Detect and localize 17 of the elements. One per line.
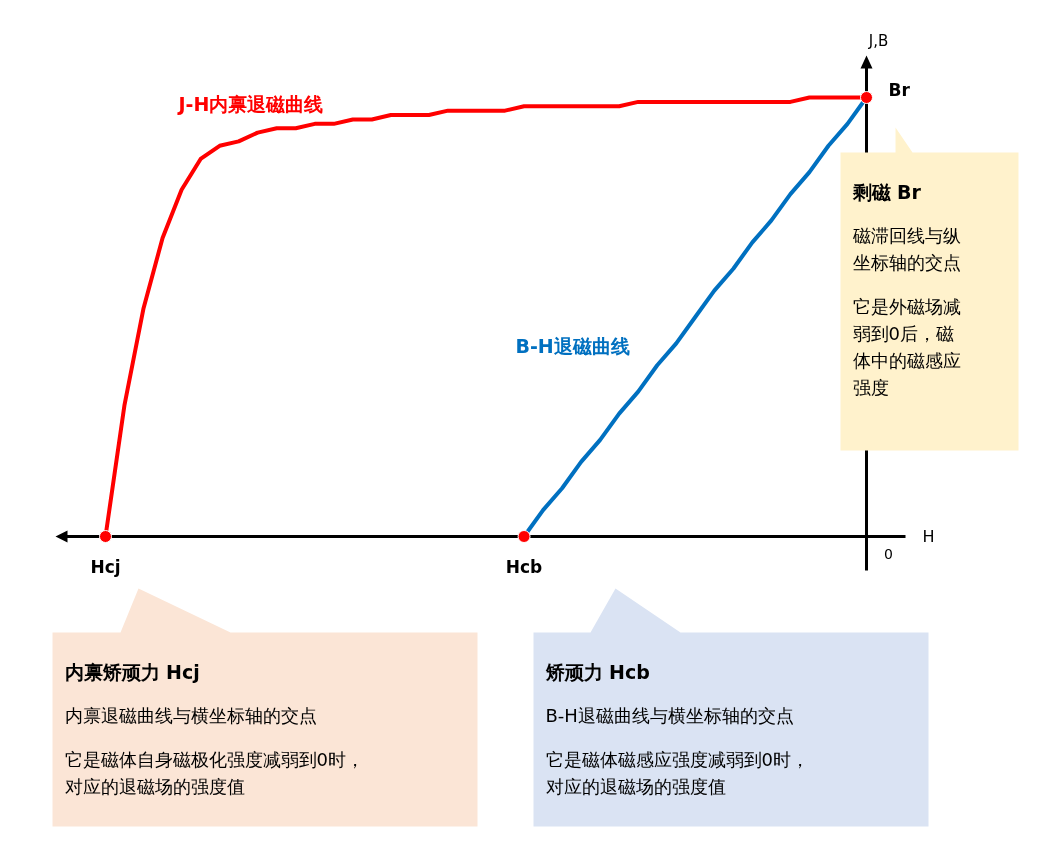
x-axis-title: H bbox=[922, 527, 935, 546]
text: 矫顽力 Hcb bbox=[544, 660, 650, 683]
series-label: B-H退磁曲线 bbox=[515, 334, 630, 357]
x-tick-label: Hcb bbox=[505, 556, 543, 577]
text: 0 bbox=[884, 545, 893, 562]
y-axis-title: J,B bbox=[867, 31, 889, 50]
annotation: 它是外磁场减弱到0后，磁体中的磁感应强度 bbox=[852, 295, 961, 398]
text: 它是磁体磁感应强度减弱到0时，对应的退磁场的强度值 bbox=[545, 748, 809, 797]
text: 它是磁体自身磁极化强度减弱到0时，对应的退磁场的强度值 bbox=[64, 748, 364, 797]
text: 内禀退磁曲线与横坐标轴的交点 bbox=[64, 704, 317, 726]
annotation: 磁滞回线与纵坐标轴的交点 bbox=[851, 224, 961, 273]
text: Br bbox=[888, 79, 911, 100]
annotation: 剩磁 Br bbox=[851, 180, 922, 203]
series-label: J-H内禀退磁曲线 bbox=[176, 92, 324, 115]
x-tick-label: Hcj bbox=[90, 556, 121, 577]
text: B-H退磁曲线与横坐标轴的交点 bbox=[545, 704, 794, 726]
text: 内禀矫顽力 Hcj bbox=[64, 660, 200, 683]
